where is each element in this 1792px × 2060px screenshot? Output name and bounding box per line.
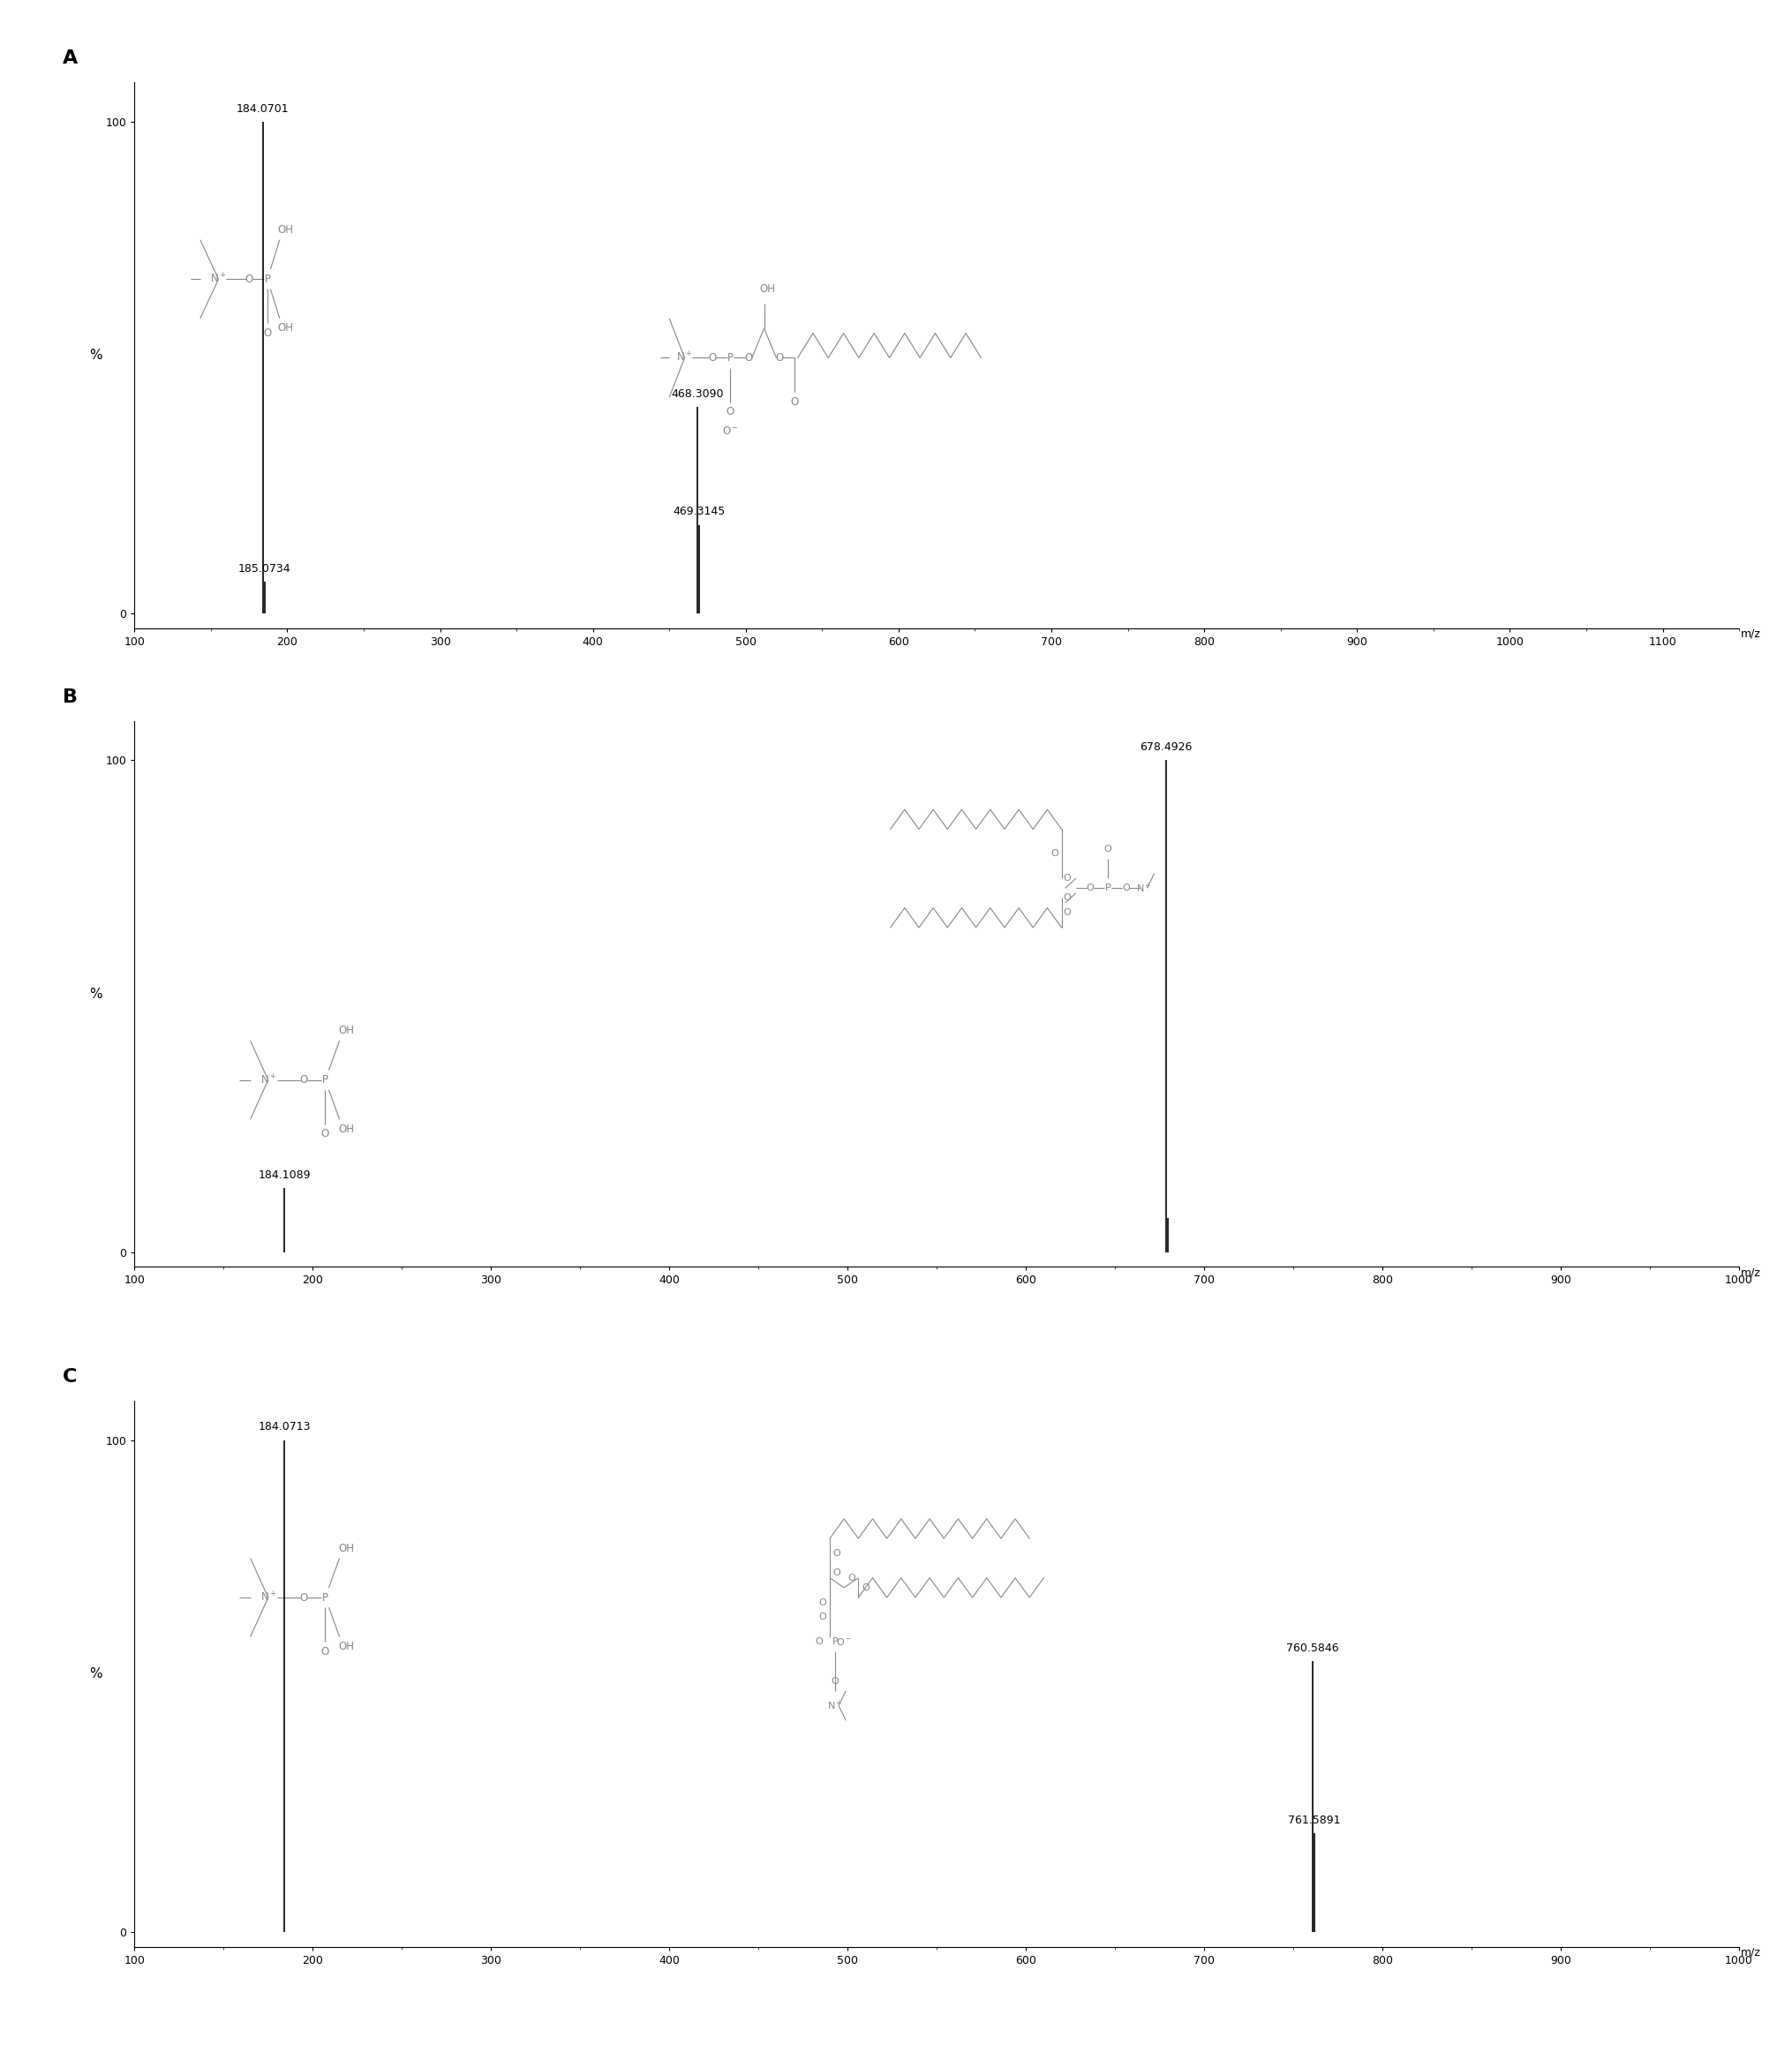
Text: O: O <box>833 1549 840 1557</box>
Text: O: O <box>708 352 715 363</box>
Text: 678.4926: 678.4926 <box>1140 742 1192 754</box>
Text: A: A <box>63 49 77 68</box>
Text: N$^+$: N$^+$ <box>210 272 226 286</box>
Text: m/z: m/z <box>1740 628 1760 641</box>
Text: O: O <box>1063 894 1070 902</box>
Text: O: O <box>726 406 735 418</box>
Text: O: O <box>1104 845 1111 853</box>
Text: O: O <box>815 1638 823 1646</box>
Text: O: O <box>862 1584 869 1592</box>
Text: OH: OH <box>339 1123 355 1135</box>
Text: m/z: m/z <box>1740 1267 1760 1279</box>
Y-axis label: %: % <box>90 1667 102 1681</box>
Text: OH: OH <box>278 225 294 235</box>
Text: O: O <box>833 1568 840 1578</box>
Y-axis label: %: % <box>90 987 102 1001</box>
Text: O: O <box>819 1599 826 1607</box>
Text: O: O <box>831 1677 839 1685</box>
Text: O: O <box>1063 873 1070 884</box>
Text: P: P <box>323 1073 328 1086</box>
Text: P: P <box>728 352 733 363</box>
Text: 761.5891: 761.5891 <box>1287 1815 1340 1827</box>
Text: O: O <box>1063 908 1070 917</box>
Text: O: O <box>744 352 753 363</box>
Text: OH: OH <box>758 282 774 295</box>
Text: O: O <box>819 1613 826 1621</box>
Text: 185.0734: 185.0734 <box>238 562 290 575</box>
Text: 184.0701: 184.0701 <box>237 103 289 115</box>
Text: P: P <box>263 274 271 284</box>
Text: N$^+$: N$^+$ <box>826 1700 842 1712</box>
Text: O: O <box>263 328 271 340</box>
Text: 760.5846: 760.5846 <box>1285 1642 1339 1654</box>
Text: O: O <box>246 274 253 284</box>
Text: O: O <box>848 1574 855 1582</box>
Text: P: P <box>1104 884 1111 892</box>
Text: 468.3090: 468.3090 <box>670 387 724 400</box>
Text: B: B <box>63 688 77 707</box>
Text: m/z: m/z <box>1740 1947 1760 1959</box>
Text: 469.3145: 469.3145 <box>672 507 724 517</box>
Text: N$^+$: N$^+$ <box>260 1590 276 1605</box>
Text: O: O <box>321 1129 330 1139</box>
Text: O: O <box>299 1592 308 1603</box>
Text: O$^-$: O$^-$ <box>722 426 738 437</box>
Text: O: O <box>1050 849 1057 859</box>
Text: C: C <box>63 1368 77 1386</box>
Text: 184.1089: 184.1089 <box>258 1170 310 1180</box>
Text: O$^-$: O$^-$ <box>835 1636 851 1648</box>
Text: P: P <box>323 1592 328 1603</box>
Text: OH: OH <box>339 1642 355 1652</box>
Text: 184.0713: 184.0713 <box>258 1421 310 1434</box>
Text: O: O <box>774 352 783 363</box>
Text: N$^+$: N$^+$ <box>1136 882 1150 894</box>
Text: O: O <box>321 1646 330 1658</box>
Text: OH: OH <box>339 1026 355 1036</box>
Text: O: O <box>299 1073 308 1086</box>
Text: OH: OH <box>278 323 294 334</box>
Text: O: O <box>1122 884 1129 892</box>
Y-axis label: %: % <box>90 348 102 363</box>
Text: N$^+$: N$^+$ <box>676 350 692 365</box>
Text: OH: OH <box>339 1543 355 1553</box>
Text: N$^+$: N$^+$ <box>260 1073 276 1088</box>
Text: O: O <box>1086 884 1093 892</box>
Text: P: P <box>831 1638 837 1646</box>
Text: O: O <box>790 396 799 408</box>
